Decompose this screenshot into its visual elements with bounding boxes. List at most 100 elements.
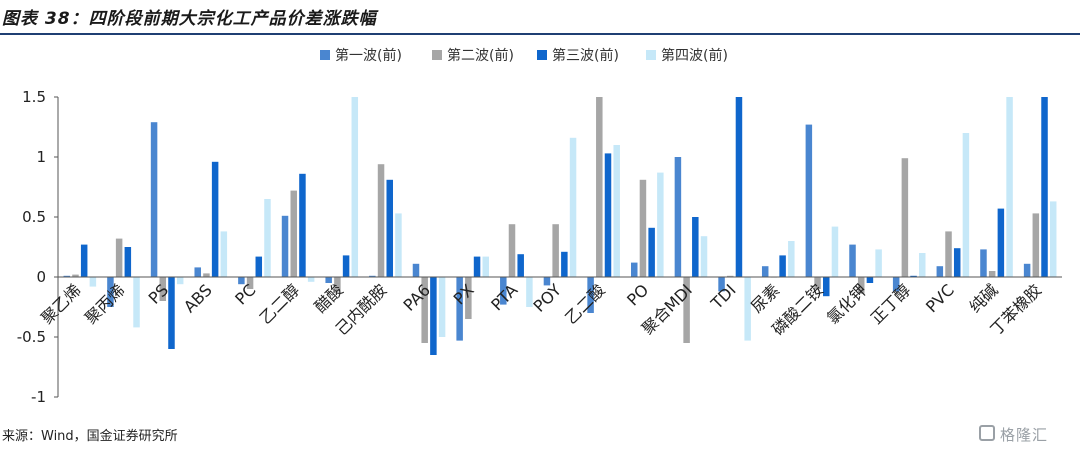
y-tick-label: -0.5 xyxy=(17,328,46,346)
bar-4-21 xyxy=(962,133,970,277)
bar-3-14 xyxy=(648,227,655,277)
bar-1-1 xyxy=(63,275,71,277)
bar-4-5 xyxy=(264,199,271,277)
bar-1-6 xyxy=(281,215,289,277)
bar-4-22 xyxy=(1006,97,1013,277)
bar-2-22 xyxy=(988,271,996,277)
bar-3-8 xyxy=(386,179,393,277)
bar-2-9 xyxy=(421,277,428,343)
bar-3-22 xyxy=(997,208,1005,277)
legend-swatch xyxy=(537,50,547,60)
bar-4-18 xyxy=(831,226,839,277)
bar-1-20 xyxy=(892,277,900,292)
legend-label: 第二波(前) xyxy=(447,47,514,64)
x-tick-label: 醋酸 xyxy=(311,280,347,316)
y-axis: 1.5 1 0.5 0 -0.5 -1 xyxy=(17,88,59,406)
x-tick-label: 尿素 xyxy=(747,280,783,316)
bar-3-21 xyxy=(953,248,961,277)
legend-label: 第一波(前) xyxy=(335,47,402,64)
bar-1-19 xyxy=(849,244,856,277)
x-tick-label: 正丁醇 xyxy=(867,280,914,327)
bar-1-21 xyxy=(936,266,944,277)
chart-legend: 第一波(前) 第二波(前) 第三波(前) 第四波(前) xyxy=(320,47,728,64)
bar-4-11 xyxy=(526,277,533,307)
x-tick-label: 纯碱 xyxy=(965,280,1001,316)
bar-4-15 xyxy=(700,236,708,277)
x-tick-label: PS xyxy=(145,280,172,307)
x-tick-label: PVC xyxy=(922,280,958,316)
x-tick-label: 聚乙烯 xyxy=(37,280,84,327)
bar-3-19 xyxy=(866,277,874,283)
x-tick-label: 氯化钾 xyxy=(823,280,870,327)
bar-1-8 xyxy=(369,275,376,277)
bar-4-13 xyxy=(613,145,620,277)
x-tick-label: ABS xyxy=(180,280,216,316)
bar-3-10 xyxy=(473,256,481,277)
legend-label: 第三波(前) xyxy=(552,47,619,64)
figure-title: 图表 38：四阶段前期大宗化工产品价差涨跌幅 xyxy=(2,9,377,29)
bar-3-15 xyxy=(692,217,699,277)
bar-3-9 xyxy=(430,277,437,355)
bar-3-5 xyxy=(255,256,263,277)
bar-2-16 xyxy=(727,275,734,277)
y-tick-label: -1 xyxy=(31,388,46,406)
bar-series xyxy=(63,97,1057,355)
bar-4-7 xyxy=(351,97,359,277)
x-tick-label: TDI xyxy=(707,280,740,313)
x-tick-label: PO xyxy=(623,280,652,309)
legend-swatch xyxy=(320,50,330,60)
bar-4-23 xyxy=(1049,201,1057,277)
bar-3-13 xyxy=(604,153,612,277)
bar-3-6 xyxy=(299,173,306,277)
bar-1-22 xyxy=(980,249,987,277)
bar-3-7 xyxy=(342,255,350,277)
bar-4-8 xyxy=(395,213,402,277)
bar-3-12 xyxy=(561,251,568,277)
source-note: 来源：Wind，国金证券研究所 xyxy=(2,429,178,444)
bar-2-20 xyxy=(901,158,909,277)
bar-1-15 xyxy=(674,157,682,277)
bar-4-9 xyxy=(438,277,446,337)
watermark-text: 格隆汇 xyxy=(1000,426,1049,444)
bar-chart: 第一波(前) 第二波(前) 第三波(前) 第四波(前) 1.510.50-0.5-1 … xyxy=(17,47,1062,406)
bar-4-2 xyxy=(133,277,140,328)
bar-3-2 xyxy=(124,247,132,277)
bar-4-10 xyxy=(482,256,489,277)
bar-2-4 xyxy=(203,273,210,277)
bar-1-9 xyxy=(412,263,420,277)
x-tick-label: PC xyxy=(231,280,259,308)
x-tick-label: PX xyxy=(450,280,478,308)
y-tick-label: 0.5 xyxy=(22,208,46,226)
bar-2-6 xyxy=(290,190,297,277)
bar-2-7 xyxy=(334,277,341,292)
bar-3-20 xyxy=(910,275,917,277)
bar-2-1 xyxy=(72,274,79,277)
x-tick-label: 乙二酸 xyxy=(561,280,608,327)
bar-4-19 xyxy=(875,249,882,277)
bar-1-10 xyxy=(456,277,463,341)
x-tick-label: 乙二醇 xyxy=(256,280,303,327)
bar-2-10 xyxy=(465,277,472,319)
figure-header: 图表 38：四阶段前期大宗化工产品价差涨跌幅 xyxy=(0,0,1080,36)
bar-3-4 xyxy=(211,161,219,277)
bar-4-17 xyxy=(788,241,795,277)
bar-2-13 xyxy=(596,97,603,277)
bar-2-23 xyxy=(1032,213,1040,277)
bar-4-16 xyxy=(744,277,751,341)
bar-1-7 xyxy=(325,277,332,283)
bar-1-18 xyxy=(805,124,813,277)
legend-label: 第四波(前) xyxy=(661,47,728,64)
bar-3-16 xyxy=(735,97,743,277)
bar-1-4 xyxy=(194,267,201,277)
legend-swatch xyxy=(646,50,656,60)
bar-2-12 xyxy=(552,224,559,277)
bar-2-2 xyxy=(115,238,123,277)
bar-3-3 xyxy=(168,277,175,349)
bar-1-14 xyxy=(631,262,638,277)
bar-2-18 xyxy=(814,277,821,289)
bar-4-14 xyxy=(657,172,664,277)
bar-2-14 xyxy=(639,179,647,277)
bar-2-19 xyxy=(857,277,865,294)
bar-4-1 xyxy=(89,277,97,287)
